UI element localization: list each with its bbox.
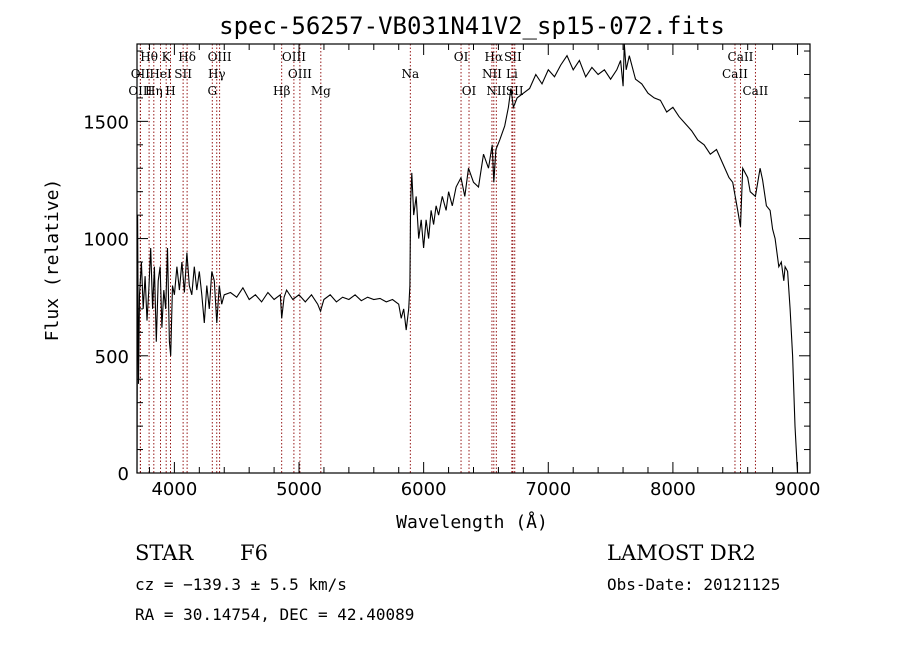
spectral-line-label: CaII <box>722 67 748 81</box>
spectrum-line <box>136 43 799 474</box>
axes: 4000 5000 6000 7000 8000 9000 0 500 1000 1500 <box>83 44 820 500</box>
plot-area <box>136 43 799 474</box>
spectral-line-label: K <box>162 50 172 64</box>
x-tick-label: 8000 <box>650 479 696 500</box>
x-tick-label: 9000 <box>775 479 821 500</box>
redshift-velocity: cz = −139.3 ± 5.5 km/s <box>135 575 347 594</box>
spectral-line-markers: HθOIIOIIIHeIHηKHSIIHδOIIIHγGHβOIIIOIIIMg… <box>128 44 769 473</box>
spectral-line-label: OI <box>454 50 469 64</box>
x-tick-label: 7000 <box>525 479 571 500</box>
y-tick-label: 0 <box>118 464 129 485</box>
spectral-line-label: NII <box>482 67 502 81</box>
spectral-line-label: G <box>207 84 217 98</box>
chart-title: spec-56257-VB031N41V2_sp15-072.fits <box>219 12 725 40</box>
spectral-line-label: CaII <box>742 84 768 98</box>
spectral-line-label: SII <box>174 67 192 81</box>
object-class: STAR <box>135 541 194 565</box>
spectral-line-label: Hθ <box>140 50 158 64</box>
coordinates: RA = 30.14754, DEC = 42.40089 <box>135 605 414 624</box>
spectral-line-label: SII <box>504 50 522 64</box>
x-axis-label: Wavelength (Å) <box>396 511 548 533</box>
y-tick-label: 1500 <box>83 112 129 133</box>
spectral-line-label: OI <box>462 84 477 98</box>
spectral-line-label: OIII <box>128 84 152 98</box>
spectral-line-label: HeI <box>149 67 172 81</box>
spectral-line-label: Hγ <box>208 67 226 81</box>
spectral-line-label: OIII <box>288 67 312 81</box>
subclass: F6 <box>240 541 268 565</box>
spectral-line-label: Hα <box>485 50 504 64</box>
y-axis-label: Flux (relative) <box>42 179 63 342</box>
spectral-line-label: H <box>165 84 175 98</box>
spectral-line-label: OIII <box>282 50 306 64</box>
spectral-line-label: Mg <box>311 84 331 98</box>
survey-name: LAMOST DR2 <box>607 541 756 565</box>
spectral-line-label: Hβ <box>273 84 290 98</box>
spectral-line-label: SII <box>506 84 524 98</box>
y-tick-label: 500 <box>95 347 129 368</box>
spectral-line-label: OIII <box>208 50 232 64</box>
x-tick-label: 4000 <box>151 479 197 500</box>
spectral-line-label: NII <box>486 84 506 98</box>
plot-frame <box>136 43 811 474</box>
spectral-line-label: Na <box>401 67 419 81</box>
spectral-line-label: Hη <box>145 84 163 98</box>
observation-date: Obs-Date: 20121125 <box>607 575 780 594</box>
spectral-line-label: Li <box>506 67 518 81</box>
spectral-line-label: CaII <box>728 50 754 64</box>
x-tick-label: 6000 <box>401 479 447 500</box>
x-tick-label: 5000 <box>276 479 322 500</box>
spectral-line-label: Hδ <box>178 50 196 64</box>
y-tick-label: 1000 <box>83 230 129 251</box>
